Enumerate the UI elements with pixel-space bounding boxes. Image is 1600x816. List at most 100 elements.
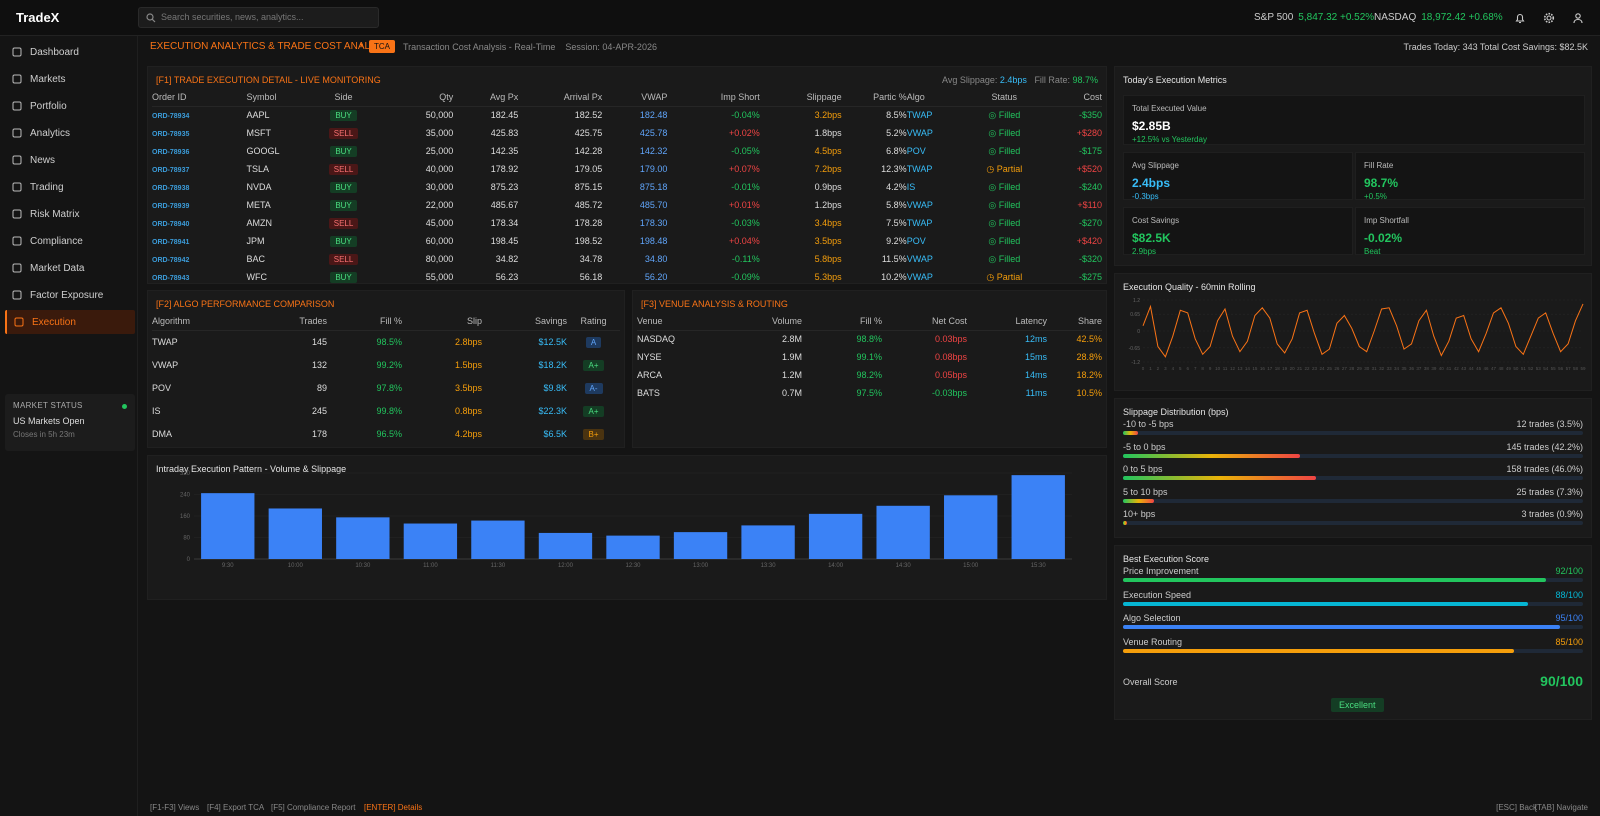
column-header[interactable]: Imp Short: [667, 89, 760, 107]
table-cell: BATS: [637, 384, 717, 402]
column-header[interactable]: Latency: [967, 313, 1047, 331]
cell-value: A+: [583, 359, 604, 371]
score-bar-fill: [1123, 578, 1547, 582]
column-header[interactable]: Qty: [377, 89, 454, 107]
x-tick-label: 14:00: [828, 563, 844, 569]
table-row[interactable]: ORD-78943 WFC BUY 55,000 56.23 56.18 56.20 -0.0…: [152, 268, 1102, 286]
bar-13:00[interactable]: [673, 532, 728, 559]
cell-value: 7.2bps: [814, 164, 842, 174]
table-row[interactable]: VWAP 132 99.2% 1.5bps $18.2K A+: [152, 353, 620, 376]
column-header[interactable]: Status: [967, 89, 1042, 107]
table-row[interactable]: ORD-78940 AMZN SELL 45,000 178.34 178.28 178.3…: [152, 214, 1102, 232]
sidebar-item-risk-matrix[interactable]: Risk Matrix: [5, 202, 135, 226]
shortcut-views[interactable]: [F1-F3] Views: [150, 803, 200, 812]
slippage-bucket-count: 3 trades (0.9%): [1521, 509, 1583, 519]
bar-15:00[interactable]: [944, 495, 998, 559]
sidebar-item-news[interactable]: News: [5, 148, 135, 172]
column-header[interactable]: Fill %: [802, 313, 882, 331]
column-header[interactable]: Slippage: [759, 89, 842, 107]
cell-value: NASDAQ: [637, 334, 676, 345]
bar-13:30[interactable]: [741, 525, 795, 559]
sidebar-item-dashboard[interactable]: Dashboard: [5, 40, 135, 64]
table-row[interactable]: NASDAQ 2.8M 98.8% 0.03bps 12ms 42.5%: [637, 330, 1102, 348]
sidebar-item-execution[interactable]: Execution: [5, 310, 135, 334]
sidebar-item-compliance[interactable]: Compliance: [5, 229, 135, 253]
table-row[interactable]: NYSE 1.9M 99.1% 0.08bps 15ms 28.8%: [637, 348, 1102, 366]
table-row[interactable]: ORD-78935 MSFT SELL 35,000 425.83 425.75 425.7…: [152, 124, 1102, 142]
table-row[interactable]: ORD-78934 AAPL BUY 50,000 182.45 182.52 182.48…: [152, 106, 1102, 124]
shortcut-back[interactable]: [ESC] Back: [1496, 803, 1537, 812]
gear-icon[interactable]: [1542, 11, 1556, 25]
bar-15:30[interactable]: [1011, 475, 1065, 559]
shortcut-navigate[interactable]: [TAB] Navigate: [1534, 803, 1588, 812]
column-header[interactable]: Algo: [906, 89, 968, 107]
column-header[interactable]: Net Cost: [882, 313, 967, 331]
bar-12:00[interactable]: [538, 532, 593, 559]
app-logo[interactable]: TradeX: [16, 10, 60, 25]
table-row[interactable]: ORD-78939 META BUY 22,000 485.67 485.72 485.70…: [152, 196, 1102, 214]
column-header[interactable]: Venue: [637, 313, 717, 331]
table-row[interactable]: ORD-78942 BAC SELL 80,000 34.82 34.78 34.80 -0.…: [152, 250, 1102, 268]
ticker-nasdaq[interactable]: NASDAQ 18,972.42 +0.68%: [1374, 12, 1503, 23]
table-row[interactable]: ORD-78941 JPM BUY 60,000 198.45 198.52 198.48 +…: [152, 232, 1102, 250]
x-tick-label: 59: [1580, 366, 1586, 371]
column-header[interactable]: Savings: [482, 313, 567, 331]
bar-11:00[interactable]: [403, 523, 458, 559]
shortcut-compliance[interactable]: [F5] Compliance Report: [271, 803, 356, 812]
column-header[interactable]: VWAP: [602, 89, 668, 107]
column-header[interactable]: Rating: [567, 313, 620, 331]
slippage-bar-fill: [1123, 476, 1317, 480]
table-cell: A: [567, 330, 620, 353]
column-header[interactable]: Volume: [717, 313, 802, 331]
table-row[interactable]: BATS 0.7M 97.5% -0.03bps 11ms 10.5%: [637, 384, 1102, 402]
sidebar-item-analytics[interactable]: Analytics: [5, 121, 135, 145]
bar-14:00[interactable]: [808, 513, 863, 559]
table-row[interactable]: ORD-78936 GOOGL BUY 25,000 142.35 142.28 142.3…: [152, 142, 1102, 160]
table-cell: 178.28: [518, 214, 603, 232]
table-row[interactable]: DMA 178 96.5% 4.2bps $6.5K B+: [152, 422, 620, 445]
column-header[interactable]: Share: [1047, 313, 1102, 331]
bar-9:30[interactable]: [201, 493, 255, 559]
cell-value: 142.32: [639, 146, 668, 156]
search-input[interactable]: [161, 12, 371, 22]
ticker-sp500[interactable]: S&P 500 5,847.32 +0.52%: [1254, 12, 1374, 23]
bar-11:30[interactable]: [471, 520, 525, 559]
column-header[interactable]: Avg Px: [453, 89, 519, 107]
metric-label: Fill Rate: [1364, 161, 1394, 170]
bar-10:00[interactable]: [268, 508, 322, 559]
y-tick-label: -1.2: [1131, 360, 1140, 366]
table-row[interactable]: ORD-78938 NVDA BUY 30,000 875.23 875.15 875.18…: [152, 178, 1102, 196]
bar-10:30[interactable]: [336, 517, 390, 559]
x-tick-label: 28: [1349, 366, 1355, 371]
shortcut-details[interactable]: [ENTER] Details: [364, 803, 423, 812]
column-header[interactable]: Side: [309, 89, 378, 107]
table-row[interactable]: ARCA 1.2M 98.2% 0.05bps 14ms 18.2%: [637, 366, 1102, 384]
column-header[interactable]: Algorithm: [152, 313, 252, 331]
column-header[interactable]: Slip: [402, 313, 482, 331]
sidebar-item-markets[interactable]: Markets: [5, 67, 135, 91]
table-cell: 0.08bps: [882, 348, 967, 366]
column-header[interactable]: Symbol: [246, 89, 310, 107]
bell-icon[interactable]: [1513, 11, 1527, 25]
bar-12:30[interactable]: [606, 535, 660, 559]
table-row[interactable]: TWAP 145 98.5% 2.8bps $12.5K A: [152, 330, 620, 353]
column-header[interactable]: Trades: [252, 313, 327, 331]
shortcut-export[interactable]: [F4] Export TCA: [207, 803, 265, 812]
column-header[interactable]: Arrival Px: [518, 89, 603, 107]
sidebar-item-market-data[interactable]: Market Data: [5, 256, 135, 280]
column-header[interactable]: Fill %: [327, 313, 402, 331]
column-header[interactable]: Partic %: [841, 89, 907, 107]
table-cell: $22.3K: [482, 399, 567, 422]
table-row[interactable]: ORD-78937 TSLA SELL 40,000 178.92 179.05 179.0…: [152, 160, 1102, 178]
sidebar-item-portfolio[interactable]: Portfolio: [5, 94, 135, 118]
user-icon[interactable]: [1571, 11, 1585, 25]
y-tick-label: 320: [180, 471, 191, 477]
table-row[interactable]: IS 245 99.8% 0.8bps $22.3K A+: [152, 399, 620, 422]
search-box[interactable]: [138, 7, 379, 28]
sidebar-item-factor-exposure[interactable]: Factor Exposure: [5, 283, 135, 307]
bar-14:30[interactable]: [876, 505, 930, 559]
table-row[interactable]: POV 89 97.8% 3.5bps $9.8K A-: [152, 376, 620, 399]
column-header[interactable]: Order ID: [152, 89, 247, 107]
column-header[interactable]: Cost: [1041, 89, 1102, 107]
sidebar-item-trading[interactable]: Trading: [5, 175, 135, 199]
